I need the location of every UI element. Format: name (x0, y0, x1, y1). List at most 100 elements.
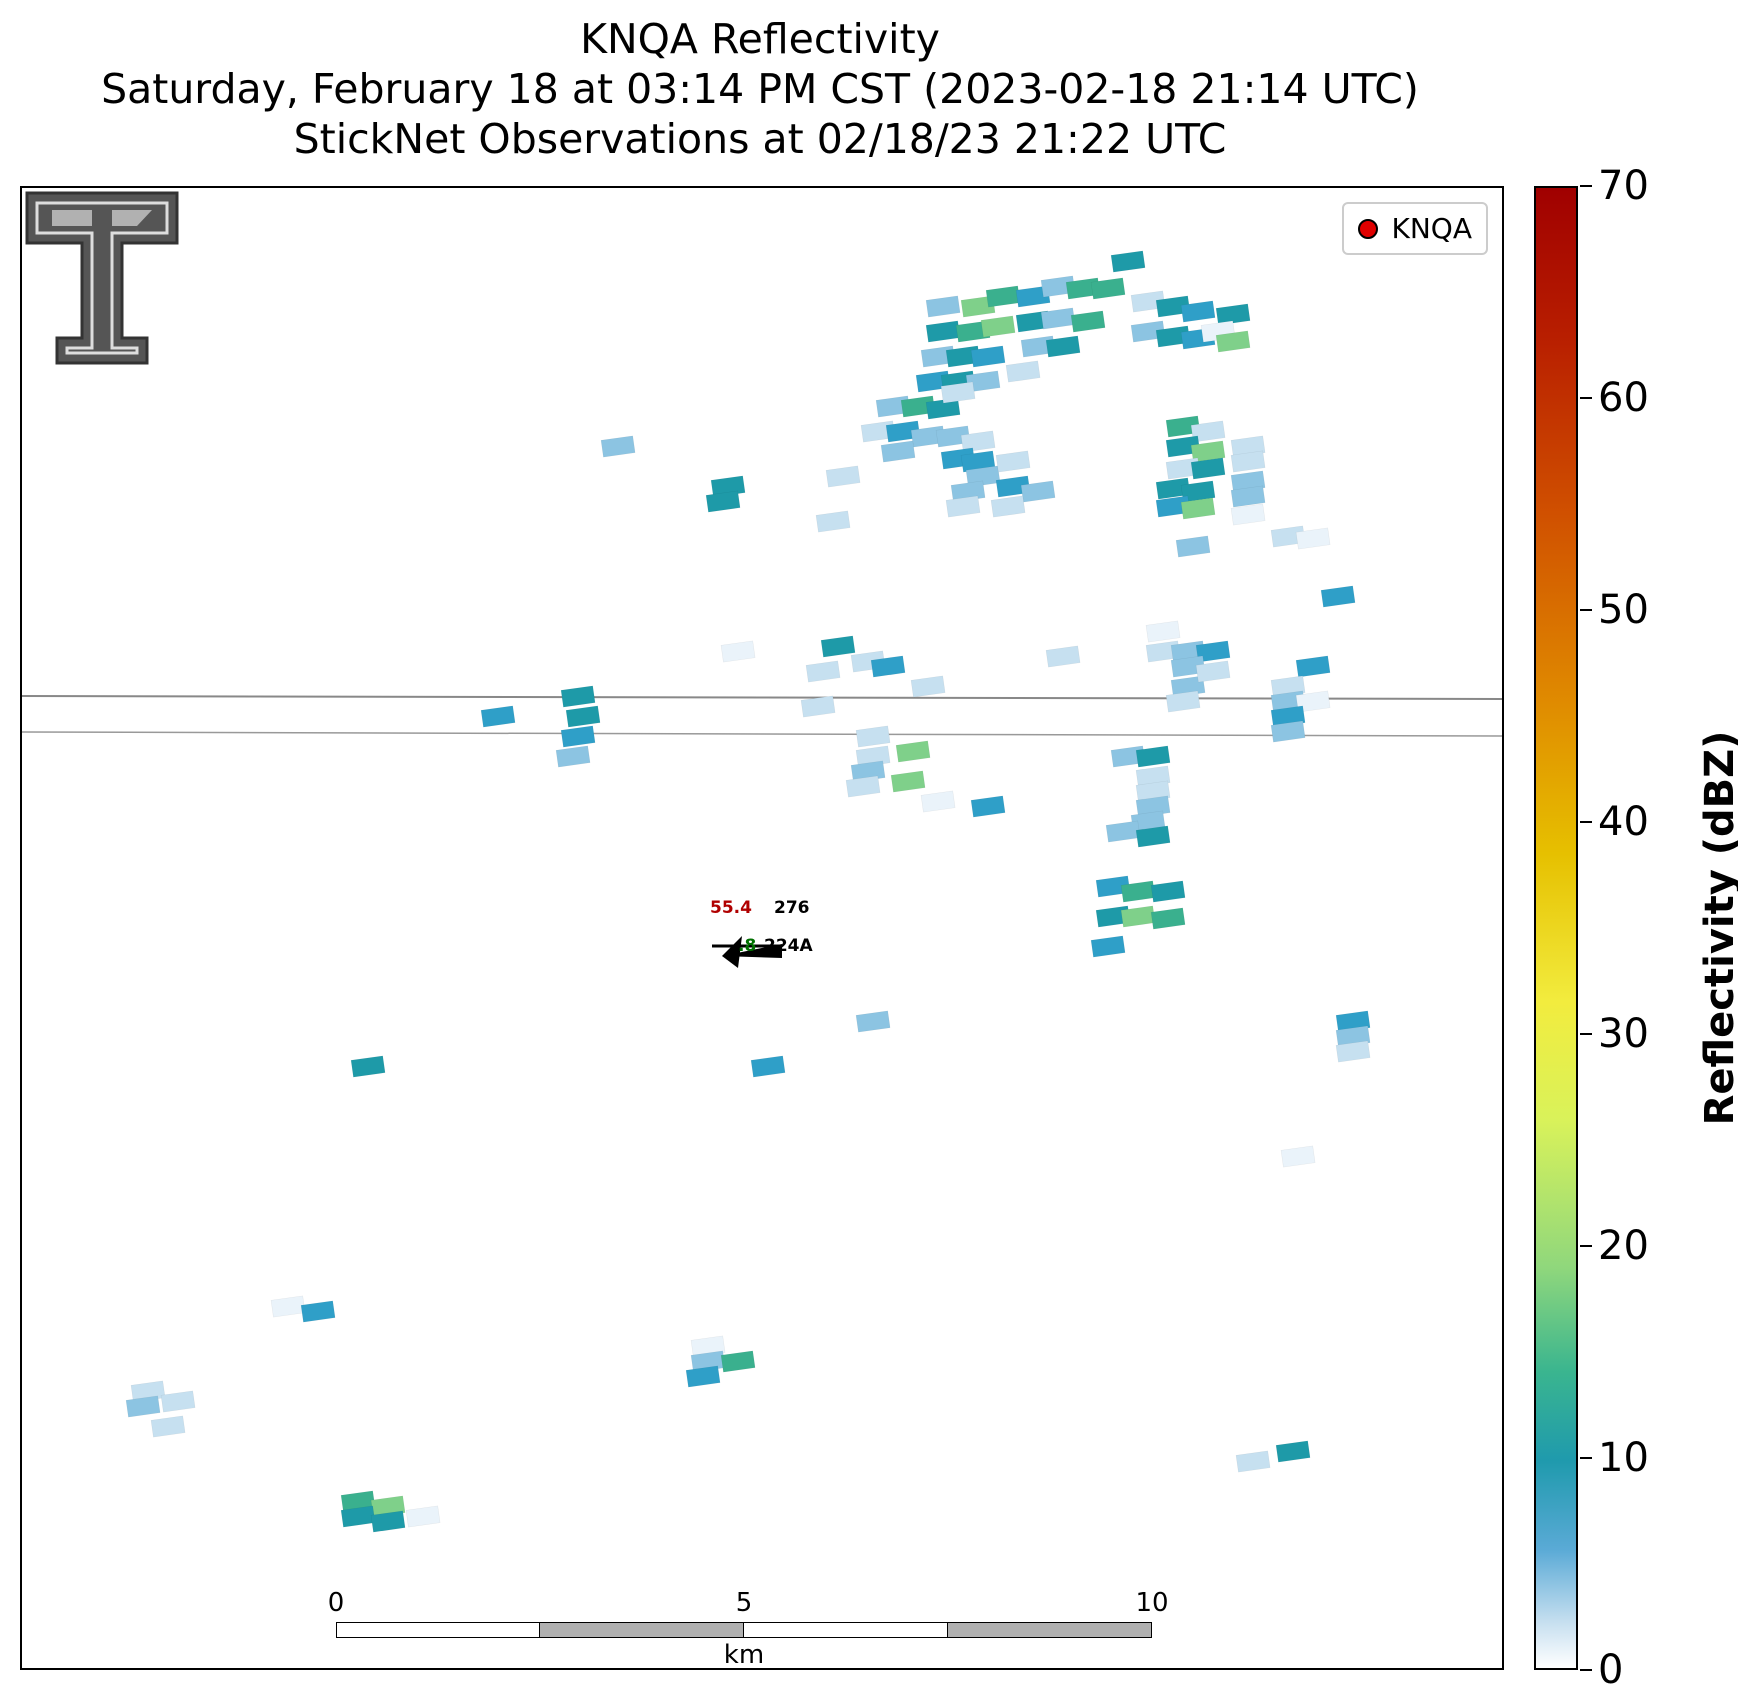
reflectivity-cell (720, 1350, 756, 1373)
reflectivity-cell (970, 795, 1006, 818)
reflectivity-cell (750, 1055, 786, 1078)
reflectivity-cell (560, 725, 596, 748)
reflectivity-cell (1180, 300, 1216, 323)
reflectivity-cell (270, 1295, 306, 1318)
reflectivity-cell (965, 465, 1001, 488)
reflectivity-cell (1090, 277, 1126, 300)
reflectivity-cell (1105, 820, 1141, 843)
reflectivity-cell (1070, 310, 1106, 333)
colorbar-tick-mark (1580, 397, 1592, 399)
reflectivity-cell (1020, 480, 1056, 503)
reflectivity-cell (1135, 745, 1171, 768)
reflectivity-cell (125, 1395, 161, 1418)
reflectivity-cell (925, 295, 961, 318)
colorbar-tick-mark (1580, 1457, 1592, 1459)
scale-segment-1 (336, 1622, 540, 1638)
reflectivity-cell (855, 1010, 891, 1033)
wind-barb-icon (712, 936, 782, 968)
colorbar-tick-mark (1580, 1669, 1592, 1671)
station-pressure: 276 (774, 898, 810, 918)
reflectivity-cell (1235, 1450, 1271, 1473)
colorbar (1534, 186, 1578, 1670)
reflectivity-cell (1230, 450, 1266, 473)
scale-tick-0: 0 (327, 1588, 345, 1618)
reflectivity-cell (1175, 535, 1211, 558)
colorbar-tick-label: 30 (1598, 1011, 1649, 1057)
reflectivity-cell (705, 490, 741, 513)
colorbar-label: Reflectivity (dBZ) (1697, 730, 1738, 1126)
colorbar-tick-mark (1580, 185, 1592, 187)
reflectivity-cell (1230, 503, 1266, 526)
reflectivity-cell (560, 685, 596, 708)
reflectivity-cell (340, 1505, 376, 1528)
colorbar-tick-label: 0 (1598, 1647, 1624, 1693)
reflectivity-cell (1005, 360, 1041, 383)
reflectivity-cell (685, 1365, 721, 1388)
reflectivity-cell (1320, 585, 1356, 608)
reflectivity-cell (880, 440, 916, 463)
radar-map[interactable]: KNQA 55.4 276 .8 224A 0 5 10 km (20, 186, 1504, 1670)
reflectivity-cell (1165, 690, 1201, 713)
reflectivity-cell (1295, 527, 1331, 550)
reflectivity-cell (1270, 720, 1306, 743)
reflectivity-cell (1190, 420, 1226, 443)
reflectivity-cell (925, 320, 961, 343)
station-temperature: 55.4 (710, 898, 752, 918)
colorbar-tick-mark (1580, 821, 1592, 823)
reflectivity-cell (940, 381, 976, 404)
reflectivity-cell (925, 397, 961, 420)
reflectivity-cell (895, 740, 931, 763)
map-legend: KNQA (1341, 202, 1488, 255)
title-line-1: KNQA Reflectivity (580, 15, 940, 63)
boundary-line-2 (22, 731, 1502, 737)
colorbar-tick-mark (1580, 609, 1592, 611)
reflectivity-cell (980, 315, 1016, 338)
reflectivity-cell (720, 640, 756, 663)
reflectivity-cell (910, 675, 946, 698)
reflectivity-cell (1045, 645, 1081, 668)
reflectivity-cell (1195, 660, 1231, 683)
reflectivity-cell (565, 705, 601, 728)
reflectivity-cell (985, 285, 1021, 308)
reflectivity-cell (1150, 907, 1186, 930)
scale-tick-10: 10 (1135, 1588, 1169, 1618)
boundary-line-1 (22, 695, 1502, 700)
colorbar-tick-label: 10 (1598, 1435, 1649, 1481)
colorbar-tick-label: 60 (1598, 375, 1649, 421)
reflectivity-cell (1230, 485, 1266, 508)
reflectivity-cell (300, 1300, 336, 1323)
reflectivity-cell (845, 775, 881, 798)
station-id: 224A (764, 936, 813, 956)
reflectivity-cell (600, 435, 636, 458)
reflectivity-cell (1215, 330, 1251, 353)
reflectivity-cell (1215, 303, 1251, 326)
reflectivity-cell (1295, 690, 1331, 713)
reflectivity-cell (920, 790, 956, 813)
reflectivity-cell (855, 725, 891, 748)
reflectivity-cell (480, 705, 516, 728)
title-line-2: Saturday, February 18 at 03:14 PM CST (2… (101, 65, 1419, 113)
reflectivity-cell (1280, 1145, 1316, 1168)
reflectivity-cell (800, 695, 836, 718)
colorbar-tick-label: 50 (1598, 587, 1649, 633)
colorbar-tick-label: 20 (1598, 1223, 1649, 1269)
scale-segment-2 (539, 1622, 744, 1638)
reflectivity-cell (960, 430, 996, 453)
colorbar-tick-label: 70 (1598, 163, 1649, 209)
title-line-3: StickNet Observations at 02/18/23 21:22 … (293, 115, 1227, 163)
reflectivity-cell (970, 345, 1006, 368)
reflectivity-cell (1145, 620, 1181, 643)
reflectivity-cell (405, 1505, 441, 1528)
scale-bar: 0 5 10 km (328, 1588, 1169, 1668)
reflectivity-cell (820, 635, 856, 658)
radar-site-marker-icon (1357, 218, 1378, 239)
reflectivity-cell (805, 660, 841, 683)
colorbar-tick-mark (1580, 1245, 1592, 1247)
reflectivity-cell (1195, 640, 1231, 663)
reflectivity-cell (1275, 1440, 1311, 1463)
scale-segment-3 (743, 1622, 948, 1638)
reflectivity-cell (1110, 250, 1146, 273)
reflectivity-cell (1135, 825, 1171, 848)
reflectivity-cell (1335, 1040, 1371, 1063)
texas-tech-logo (25, 191, 179, 365)
